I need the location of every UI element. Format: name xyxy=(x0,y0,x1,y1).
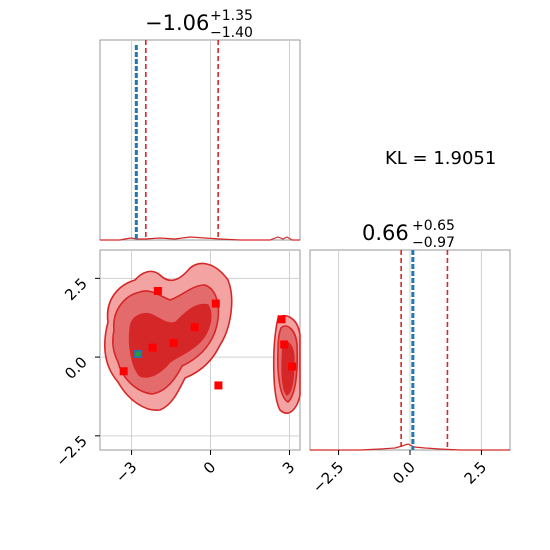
sample-marker-2 xyxy=(190,323,199,332)
sample-marker-4 xyxy=(148,343,157,352)
histogram-param2-title-sub: −0.97 xyxy=(412,235,455,251)
histogram-param2-title-sup: +0.65 xyxy=(412,218,455,234)
joint-xtick-label-1: 0 xyxy=(200,458,219,477)
sample-marker-3 xyxy=(169,338,178,347)
histogram-param1-curve xyxy=(100,236,300,241)
histogram-panel-param1-grid xyxy=(131,40,290,240)
sample-marker-7 xyxy=(277,315,286,324)
joint-ytick-label-2: 2.5 xyxy=(61,274,91,304)
joint-xtick-label-0: −3 xyxy=(112,458,140,486)
histogram-param1-title-sub: −1.40 xyxy=(210,25,253,41)
sample-marker-9 xyxy=(288,362,297,371)
histogram-param2-curve xyxy=(310,443,510,451)
joint-sample-markers xyxy=(119,286,297,390)
histogram-param1-title-main: −1.06 xyxy=(145,11,209,35)
sample-marker-0 xyxy=(153,286,162,295)
truth-marker-dot xyxy=(135,351,141,357)
joint-ytick-label-1: 0.0 xyxy=(61,353,91,383)
joint-y-axis-ticks: −2.5 0.0 2.5 xyxy=(52,274,100,470)
sample-marker-5 xyxy=(119,367,128,376)
histogram-param2-title: 0.66 xyxy=(362,221,409,245)
histogram-param2-x-axis-ticks: −2.5 0.0 2.5 xyxy=(309,450,490,497)
histogram-panel-param1-frame xyxy=(99,39,301,241)
joint-xtick-label-2: 3 xyxy=(279,458,298,477)
contour-inner-right xyxy=(281,341,295,396)
hist2-xtick-label-0: −2.5 xyxy=(309,458,347,496)
kl-annotation: KL = 1.9051 xyxy=(385,148,496,169)
joint-ytick-label-0: −2.5 xyxy=(52,432,90,470)
histogram-param1-title: −1.06 xyxy=(145,11,209,35)
sample-marker-6 xyxy=(214,381,223,390)
joint-truth-point xyxy=(134,349,143,358)
histogram-panel-param2: 0.66 +0.65 −0.97 −2.5 0.0 2.5 xyxy=(309,218,511,497)
hist2-xtick-label-1: 0.0 xyxy=(389,458,419,488)
histogram-panel-param2-grid xyxy=(338,250,482,450)
hist2-xtick-label-2: 2.5 xyxy=(461,458,491,488)
sample-marker-8 xyxy=(280,340,289,349)
sample-marker-1 xyxy=(211,299,220,308)
joint-x-axis-ticks: −3 0 3 xyxy=(112,450,298,486)
joint-contour-panel: −3 0 3 −2.5 0.0 2.5 xyxy=(52,249,301,486)
histogram-panel-param1: −1.06 +1.35 −1.40 xyxy=(99,8,301,241)
histogram-param2-title-main: 0.66 xyxy=(362,221,409,245)
histogram-param1-title-sup: +1.35 xyxy=(210,8,253,24)
